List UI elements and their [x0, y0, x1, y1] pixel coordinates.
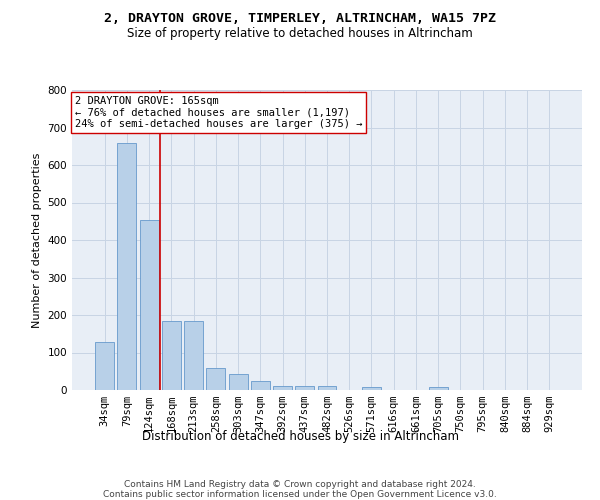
- Bar: [251, 380, 270, 390]
- Bar: [162, 320, 181, 390]
- Bar: [362, 387, 381, 390]
- Bar: [206, 368, 225, 390]
- Bar: [295, 386, 314, 390]
- Text: Size of property relative to detached houses in Altrincham: Size of property relative to detached ho…: [127, 28, 473, 40]
- Bar: [118, 142, 136, 390]
- Text: 2, DRAYTON GROVE, TIMPERLEY, ALTRINCHAM, WA15 7PZ: 2, DRAYTON GROVE, TIMPERLEY, ALTRINCHAM,…: [104, 12, 496, 26]
- Bar: [184, 320, 203, 390]
- Bar: [273, 386, 292, 390]
- Text: Distribution of detached houses by size in Altrincham: Distribution of detached houses by size …: [142, 430, 458, 443]
- Bar: [317, 386, 337, 390]
- Bar: [229, 374, 248, 390]
- Y-axis label: Number of detached properties: Number of detached properties: [32, 152, 42, 328]
- Bar: [95, 342, 114, 390]
- Text: Contains HM Land Registry data © Crown copyright and database right 2024.
Contai: Contains HM Land Registry data © Crown c…: [103, 480, 497, 500]
- Bar: [429, 387, 448, 390]
- Text: 2 DRAYTON GROVE: 165sqm
← 76% of detached houses are smaller (1,197)
24% of semi: 2 DRAYTON GROVE: 165sqm ← 76% of detache…: [74, 96, 362, 129]
- Bar: [140, 220, 158, 390]
